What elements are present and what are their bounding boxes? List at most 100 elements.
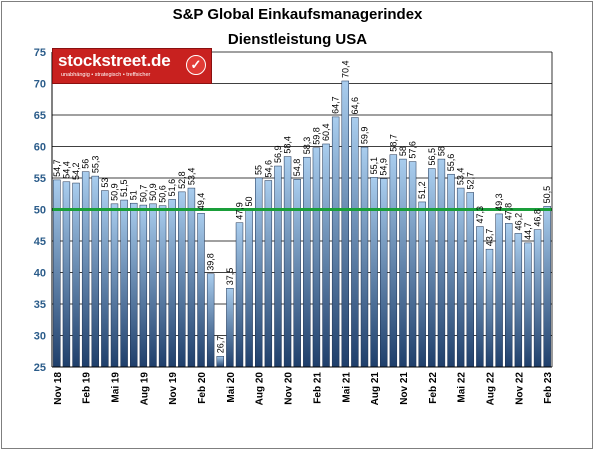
bar bbox=[139, 204, 148, 368]
bar bbox=[235, 222, 244, 368]
stockstreet-logo: stockstreet.de unabhängig • strategisch … bbox=[52, 48, 212, 84]
x-tick-label: Nov 20 bbox=[284, 372, 295, 405]
bar bbox=[187, 187, 196, 368]
data-label: 58 bbox=[398, 146, 408, 156]
bar bbox=[206, 273, 215, 368]
data-label: 37,5 bbox=[225, 268, 235, 286]
data-label: 64,6 bbox=[350, 97, 360, 115]
bar bbox=[351, 117, 359, 368]
data-label: 55,1 bbox=[369, 157, 379, 175]
bar bbox=[149, 203, 157, 368]
data-label: 58,4 bbox=[283, 136, 293, 154]
data-label: 60,4 bbox=[321, 123, 331, 141]
bar bbox=[389, 154, 398, 368]
data-label: 51,6 bbox=[167, 179, 177, 197]
bar bbox=[283, 156, 292, 368]
data-label: 64,7 bbox=[331, 96, 341, 114]
data-label: 49,3 bbox=[494, 193, 504, 211]
y-tick-label: 45 bbox=[34, 236, 46, 248]
data-label: 54,8 bbox=[292, 159, 302, 177]
x-tick-label: Aug 20 bbox=[255, 372, 266, 406]
x-tick-label: Nov 21 bbox=[399, 372, 410, 405]
data-label: 54,7 bbox=[52, 159, 62, 177]
y-tick-label: 35 bbox=[34, 299, 46, 311]
bar bbox=[524, 242, 532, 368]
data-label: 51,5 bbox=[119, 180, 129, 198]
bar bbox=[331, 116, 340, 368]
data-label: 39,8 bbox=[206, 253, 216, 271]
checkmark-icon: ✓ bbox=[186, 55, 206, 75]
data-label: 26,7 bbox=[215, 336, 225, 354]
data-label: 58 bbox=[436, 146, 446, 156]
data-label: 50,6 bbox=[158, 185, 168, 203]
data-label: 47,8 bbox=[504, 203, 514, 221]
bar bbox=[399, 158, 407, 368]
data-label: 58,3 bbox=[302, 137, 312, 155]
bar bbox=[216, 356, 224, 368]
data-label: 47,9 bbox=[235, 202, 245, 220]
data-label: 51,2 bbox=[417, 181, 427, 199]
data-label: 47,3 bbox=[475, 206, 485, 224]
data-label: 54,6 bbox=[263, 160, 273, 178]
y-tick-label: 40 bbox=[34, 268, 46, 280]
y-tick-label: 25 bbox=[34, 362, 46, 374]
bar bbox=[245, 209, 253, 368]
data-label: 50 bbox=[244, 196, 254, 206]
bar bbox=[120, 199, 128, 368]
bar bbox=[418, 201, 426, 368]
x-tick-label: Mai 21 bbox=[341, 372, 352, 403]
bar bbox=[533, 229, 542, 368]
data-label: 54,9 bbox=[379, 158, 389, 176]
x-tick-label: Aug 19 bbox=[139, 372, 150, 406]
data-label: 44,7 bbox=[523, 222, 533, 240]
bar bbox=[505, 223, 513, 368]
bar bbox=[158, 205, 167, 368]
bar bbox=[341, 80, 349, 368]
bar bbox=[255, 177, 263, 368]
bar bbox=[168, 199, 176, 368]
data-label: 50,5 bbox=[542, 186, 552, 204]
bar bbox=[514, 233, 523, 368]
bar bbox=[91, 175, 99, 368]
data-label: 53,4 bbox=[456, 168, 466, 186]
y-tick-label: 70 bbox=[34, 79, 46, 91]
bar bbox=[466, 192, 474, 368]
data-label: 56,5 bbox=[427, 148, 437, 166]
data-label: 59,8 bbox=[311, 127, 321, 145]
data-label: 43,7 bbox=[485, 229, 495, 247]
bar bbox=[274, 165, 282, 368]
bar bbox=[322, 143, 330, 368]
y-tick-label: 65 bbox=[34, 110, 46, 122]
bar bbox=[437, 158, 446, 368]
bar bbox=[53, 179, 61, 368]
bar bbox=[130, 202, 138, 368]
data-label: 57,6 bbox=[408, 141, 418, 159]
data-label: 55,3 bbox=[90, 156, 100, 174]
data-label: 52,7 bbox=[465, 172, 475, 190]
data-label: 50,9 bbox=[148, 183, 158, 201]
logo-name: stockstreet.de bbox=[58, 51, 171, 70]
x-tick-label: Feb 21 bbox=[312, 372, 323, 404]
data-label: 46,8 bbox=[533, 209, 543, 227]
bar bbox=[456, 187, 465, 368]
bar bbox=[178, 191, 186, 368]
data-label: 53 bbox=[100, 178, 110, 188]
x-tick-label: Mai 19 bbox=[111, 372, 122, 403]
data-label: 54,4 bbox=[61, 161, 71, 179]
y-tick-label: 50 bbox=[34, 205, 46, 217]
bar bbox=[485, 248, 494, 368]
bar bbox=[428, 168, 436, 368]
bar bbox=[101, 190, 109, 368]
bar bbox=[110, 203, 119, 368]
y-tick-label: 60 bbox=[34, 142, 46, 154]
data-label: 49,4 bbox=[196, 193, 206, 211]
bar bbox=[197, 213, 205, 368]
data-label: 50,7 bbox=[138, 185, 148, 203]
x-tick-label: Mai 22 bbox=[457, 372, 468, 403]
bar bbox=[360, 146, 369, 368]
bar bbox=[81, 171, 90, 368]
axes: 25 30 35 40 45 50 55 60 65 70 75 Nov 18 Feb 19 Mai 19… bbox=[34, 47, 554, 405]
y-tick-label: 55 bbox=[34, 173, 46, 185]
